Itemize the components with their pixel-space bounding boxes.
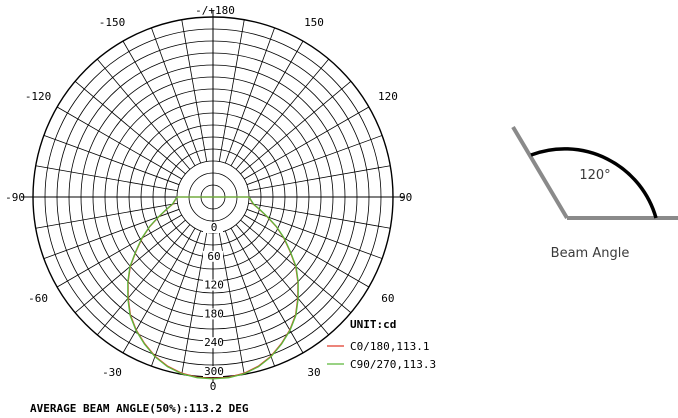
grid-spoke: [218, 232, 245, 375]
grid-spoke: [224, 230, 275, 367]
beam-angle-arc: [530, 147, 658, 219]
grid-spoke: [240, 80, 352, 175]
radial-tick-label: 0: [211, 221, 218, 234]
grid-spoke: [122, 40, 196, 167]
beam-angle-label: Beam Angle: [551, 246, 630, 261]
radial-tick-bg: [203, 222, 223, 233]
radial-tick-labels: 0 60 120 180 240 300: [203, 221, 224, 378]
polar-grid: [21, 11, 405, 383]
grid-spoke: [74, 80, 186, 175]
grid-spoke: [35, 202, 178, 229]
radial-tick-label: 240: [204, 336, 224, 349]
grid-spoke: [230, 40, 304, 167]
legend: C0/180,113.1 C90/270,113.3: [327, 340, 436, 371]
grid-spoke: [96, 224, 191, 336]
grid-spoke: [56, 106, 183, 180]
angle-labels: -/+180-150 150-120 120-90 90-60 60-30 300: [5, 4, 412, 393]
grid-spoke: [246, 208, 383, 259]
angle-label: 120: [378, 90, 398, 103]
legend-label-c0: C0/180,113.1: [350, 340, 429, 353]
legend-label-c90: C90/270,113.3: [350, 358, 436, 371]
radial-tick-bg: [203, 250, 223, 262]
angle-label: -/+180: [195, 4, 235, 17]
grid-spoke: [56, 214, 183, 288]
beam-angle-diagram: 120° Beam Angle: [511, 125, 678, 261]
radial-tick-bg: [203, 308, 223, 320]
angle-label: -90: [5, 191, 25, 204]
series-curve-1: [127, 196, 299, 380]
grid-spoke: [224, 27, 275, 164]
grid-spoke: [181, 232, 208, 375]
angle-label: 60: [381, 292, 394, 305]
grid-spoke: [151, 230, 202, 367]
grid-spoke: [243, 106, 370, 180]
grid-spoke: [151, 27, 202, 164]
radial-tick-bg: [203, 279, 223, 291]
unit-label: UNIT:cd: [350, 318, 396, 331]
radial-tick-label: 180: [204, 307, 224, 320]
intensity-curves: [127, 196, 299, 380]
grid-spoke: [181, 19, 208, 162]
angle-label: 0: [210, 380, 217, 393]
angle-label: -30: [102, 366, 122, 379]
beam-angle-value: 120°: [579, 168, 610, 183]
grid-spoke: [243, 214, 370, 288]
beam-edge-line: [511, 125, 569, 220]
radial-tick-bg: [203, 366, 223, 377]
angle-label: -150: [99, 16, 126, 29]
radial-tick-bg: [203, 337, 223, 349]
grid-spoke: [96, 58, 191, 170]
angle-label: 150: [304, 16, 324, 29]
grid-spoke: [218, 19, 245, 162]
radial-tick-label: 300: [204, 365, 224, 378]
grid-spoke: [248, 202, 391, 229]
radial-tick-label: 120: [204, 279, 224, 292]
angle-label: -120: [25, 90, 52, 103]
grid-spoke: [235, 58, 330, 170]
beam-angle-caption: AVERAGE BEAM ANGLE(50%):113.2 DEG: [30, 402, 249, 415]
radial-tick-label: 60: [207, 250, 220, 263]
grid-spoke: [235, 224, 330, 336]
grid-spoke: [43, 208, 180, 259]
grid-spoke: [248, 165, 391, 192]
angle-label: -60: [28, 292, 48, 305]
grid-spoke: [246, 135, 383, 186]
grid-spoke: [122, 227, 196, 354]
angle-label: 90: [399, 191, 412, 204]
grid-spoke: [43, 135, 180, 186]
grid-spoke: [230, 227, 304, 354]
grid-spoke: [35, 165, 178, 192]
angle-label: 30: [307, 366, 320, 379]
